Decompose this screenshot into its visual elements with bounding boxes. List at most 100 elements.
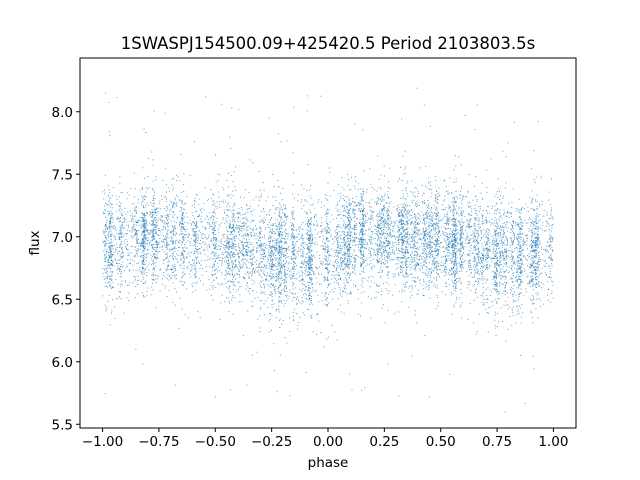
data-point — [475, 217, 477, 218]
data-point — [404, 255, 406, 257]
data-point — [347, 265, 349, 267]
data-point — [452, 201, 454, 202]
data-point — [346, 264, 348, 266]
data-point — [433, 285, 435, 287]
data-point — [113, 245, 115, 247]
data-point — [144, 231, 145, 233]
data-point — [473, 299, 475, 301]
data-point — [407, 228, 409, 230]
data-point — [499, 261, 501, 263]
data-point — [114, 250, 116, 252]
data-point — [283, 237, 285, 239]
data-point — [324, 227, 326, 229]
data-point — [450, 245, 452, 247]
data-point — [454, 275, 456, 277]
data-point — [498, 321, 499, 323]
data-point — [195, 232, 197, 234]
data-point — [190, 223, 192, 225]
data-point — [414, 310, 416, 312]
data-point — [516, 305, 518, 307]
data-point — [480, 267, 482, 269]
data-point — [518, 261, 520, 262]
data-point — [124, 243, 126, 245]
data-point — [412, 245, 414, 247]
data-point — [274, 244, 276, 246]
data-point — [536, 223, 538, 225]
data-point — [145, 204, 147, 206]
data-point — [232, 263, 234, 265]
data-point — [364, 224, 365, 226]
data-point — [110, 215, 112, 217]
data-point — [280, 259, 282, 261]
data-point — [492, 276, 494, 277]
data-point — [284, 286, 286, 288]
data-point — [509, 257, 511, 258]
data-point — [450, 269, 452, 271]
data-point — [313, 242, 315, 244]
data-point — [440, 219, 442, 221]
data-point — [501, 201, 503, 203]
data-point — [380, 213, 382, 215]
data-point — [511, 290, 513, 292]
data-point — [162, 238, 164, 240]
data-point — [154, 236, 155, 237]
data-point — [327, 250, 329, 252]
data-point — [341, 261, 343, 263]
data-point — [517, 267, 519, 269]
data-point — [181, 241, 183, 242]
data-point — [145, 238, 147, 240]
data-point — [414, 263, 416, 265]
data-point — [296, 313, 297, 314]
data-point — [229, 226, 230, 228]
data-point — [278, 291, 280, 293]
data-point — [214, 209, 216, 211]
data-point — [155, 229, 157, 231]
data-point — [401, 232, 402, 234]
data-point — [118, 233, 120, 234]
data-point — [135, 211, 137, 213]
data-point — [172, 232, 174, 234]
data-point — [340, 267, 342, 269]
data-point — [433, 228, 435, 230]
data-point — [183, 173, 185, 175]
data-point — [538, 281, 540, 283]
data-point — [377, 213, 379, 214]
data-point — [279, 262, 281, 264]
data-point — [305, 294, 307, 296]
data-point — [454, 238, 456, 240]
data-point — [448, 222, 450, 224]
data-point — [251, 275, 253, 277]
data-point — [384, 221, 386, 223]
data-point — [404, 251, 406, 253]
data-point — [483, 298, 485, 300]
data-point — [455, 201, 457, 203]
data-point — [494, 239, 496, 241]
data-point — [493, 284, 495, 286]
data-point — [157, 207, 159, 209]
data-point — [145, 234, 147, 236]
data-point — [119, 268, 121, 269]
data-point — [516, 257, 518, 259]
data-point — [116, 210, 118, 212]
data-point — [536, 245, 538, 247]
data-point — [293, 316, 295, 318]
data-point — [515, 207, 517, 209]
data-point — [504, 411, 506, 413]
data-point — [401, 228, 403, 230]
data-point — [531, 317, 533, 319]
data-point — [496, 290, 498, 292]
data-point — [118, 234, 120, 236]
data-point — [204, 242, 206, 244]
data-point — [267, 257, 269, 259]
data-point — [492, 288, 494, 290]
data-point — [546, 214, 548, 216]
data-point — [394, 273, 396, 275]
data-point — [243, 238, 245, 239]
data-point — [161, 215, 163, 217]
data-point — [366, 213, 368, 214]
data-point — [467, 253, 469, 255]
data-point — [298, 249, 300, 251]
data-point — [295, 258, 297, 260]
data-point — [516, 243, 518, 245]
data-point — [367, 220, 369, 222]
